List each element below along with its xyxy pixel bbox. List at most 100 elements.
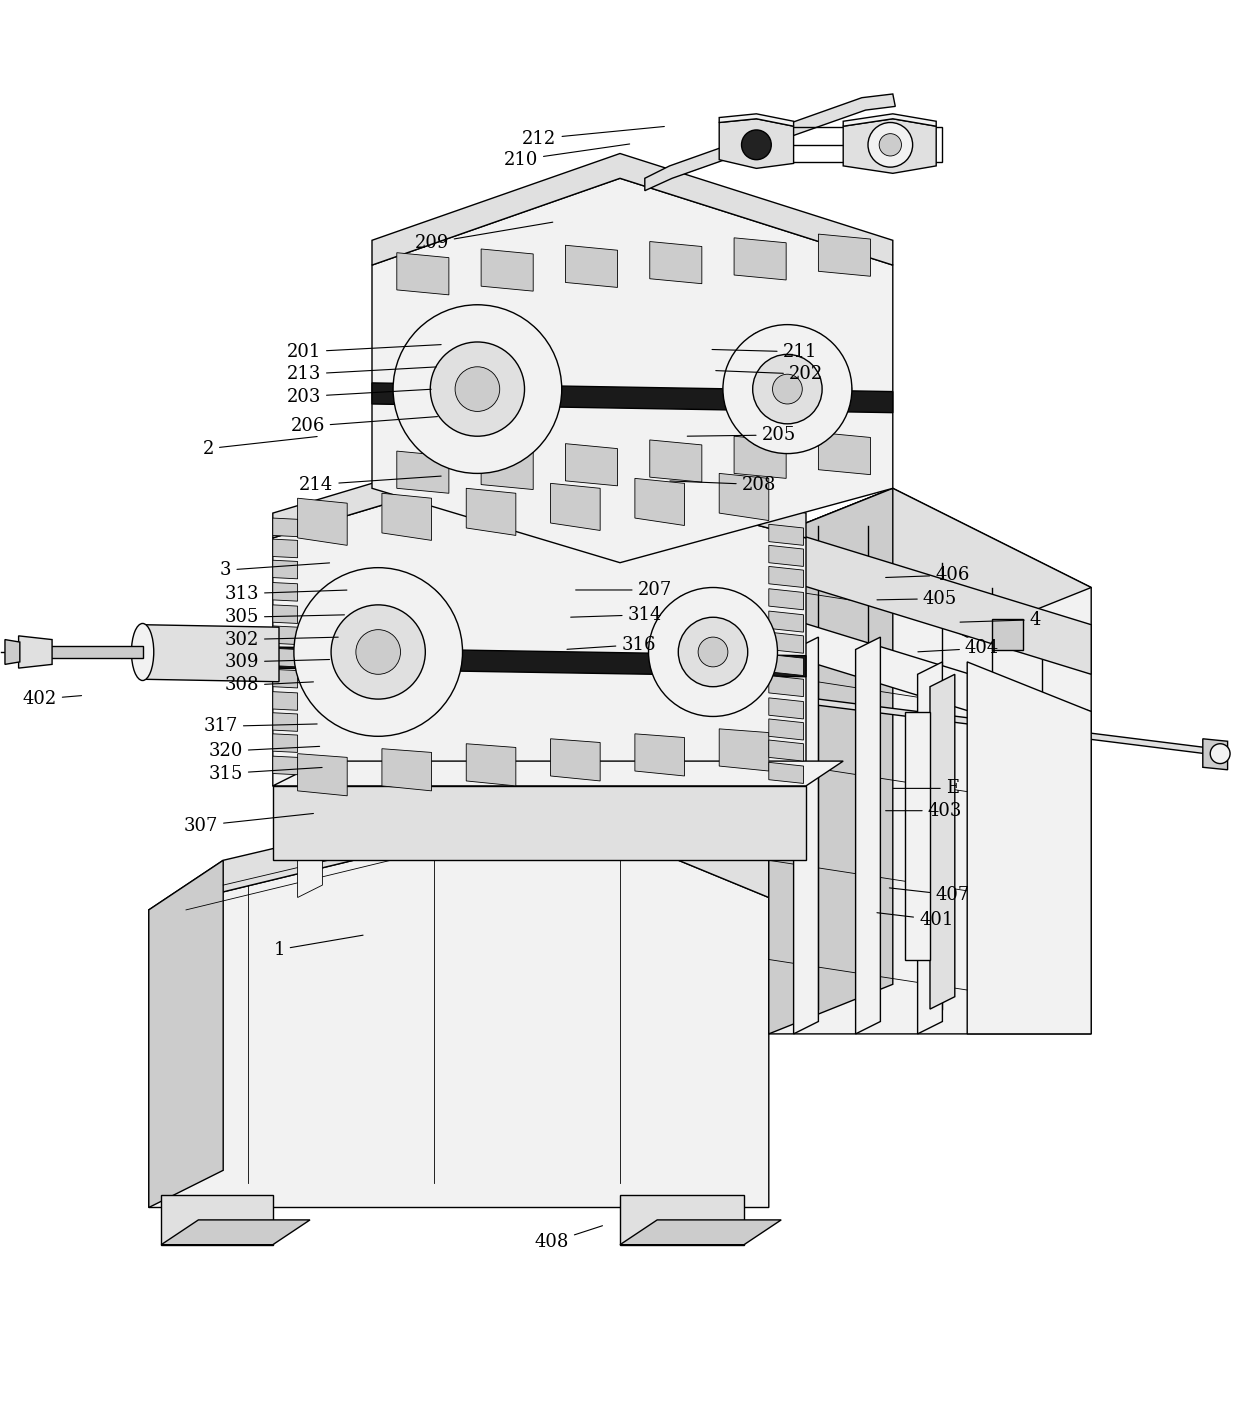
Polygon shape [769,525,1091,675]
Polygon shape [273,669,298,687]
Polygon shape [719,729,769,771]
Circle shape [723,379,743,398]
Text: 207: 207 [575,581,672,599]
Polygon shape [481,447,533,490]
Text: 313: 313 [224,585,347,603]
Polygon shape [719,474,769,521]
Circle shape [750,427,770,447]
Circle shape [753,354,822,424]
Circle shape [678,618,748,687]
Polygon shape [734,238,786,280]
Bar [769,532,800,562]
Polygon shape [5,639,20,665]
Polygon shape [372,178,893,562]
Bar [992,619,1023,649]
Polygon shape [481,249,533,292]
Circle shape [676,689,696,709]
Polygon shape [818,235,870,276]
Text: 202: 202 [715,366,823,383]
Circle shape [698,638,728,667]
Circle shape [730,689,750,709]
Polygon shape [620,1220,781,1245]
Polygon shape [273,756,298,774]
Polygon shape [273,626,298,645]
Polygon shape [273,734,298,753]
Polygon shape [620,1195,744,1245]
Polygon shape [466,488,516,535]
Text: 316: 316 [567,636,656,653]
Text: 305: 305 [224,608,345,626]
Polygon shape [719,114,794,127]
Polygon shape [161,1220,310,1245]
Text: 203: 203 [286,387,432,406]
Polygon shape [769,763,804,784]
Polygon shape [298,822,322,898]
Polygon shape [769,719,804,740]
Circle shape [805,427,825,447]
Polygon shape [273,518,298,536]
Polygon shape [50,646,143,659]
Circle shape [516,326,541,350]
Text: 210: 210 [503,144,630,169]
Polygon shape [273,713,298,731]
Circle shape [879,134,901,157]
Polygon shape [769,488,893,1035]
Polygon shape [918,662,942,1035]
Polygon shape [273,561,298,579]
Polygon shape [769,655,804,676]
Text: 2: 2 [202,437,317,458]
Text: 308: 308 [224,676,314,694]
Circle shape [723,324,852,454]
Text: E: E [893,780,959,797]
Text: 1: 1 [273,935,363,959]
Circle shape [356,629,401,675]
Polygon shape [273,761,843,785]
Polygon shape [382,494,432,541]
Circle shape [649,642,668,662]
Text: 206: 206 [290,417,438,435]
Circle shape [393,377,418,401]
Circle shape [414,427,439,453]
Text: 208: 208 [670,475,776,494]
Polygon shape [565,245,618,287]
Polygon shape [273,605,298,623]
Polygon shape [273,539,298,558]
Text: 314: 314 [570,606,662,623]
Polygon shape [769,566,804,588]
Circle shape [417,589,441,613]
Polygon shape [818,433,870,475]
Polygon shape [930,675,955,1009]
Polygon shape [1203,739,1228,770]
Circle shape [868,122,913,166]
Polygon shape [273,785,806,861]
Polygon shape [769,488,1091,1035]
Polygon shape [769,610,804,632]
Polygon shape [273,692,298,710]
Text: 307: 307 [184,814,314,834]
Text: 407: 407 [889,887,970,904]
Polygon shape [149,761,769,909]
Text: 213: 213 [286,366,436,383]
Text: 402: 402 [22,690,82,709]
Ellipse shape [131,623,154,680]
Circle shape [455,367,500,411]
Polygon shape [161,1195,273,1245]
Text: 406: 406 [885,566,970,583]
Circle shape [331,605,425,699]
Polygon shape [769,524,804,545]
Polygon shape [650,242,702,283]
Circle shape [649,588,777,716]
Polygon shape [856,638,880,1035]
Polygon shape [565,444,618,485]
Polygon shape [635,734,684,776]
Text: 205: 205 [687,425,796,444]
Text: 4: 4 [960,610,1042,629]
Polygon shape [273,438,806,538]
Circle shape [315,589,340,613]
Polygon shape [551,739,600,781]
Circle shape [366,712,391,736]
Circle shape [832,379,852,398]
Text: 403: 403 [885,801,962,820]
Polygon shape [769,545,804,566]
Text: 212: 212 [522,127,665,148]
